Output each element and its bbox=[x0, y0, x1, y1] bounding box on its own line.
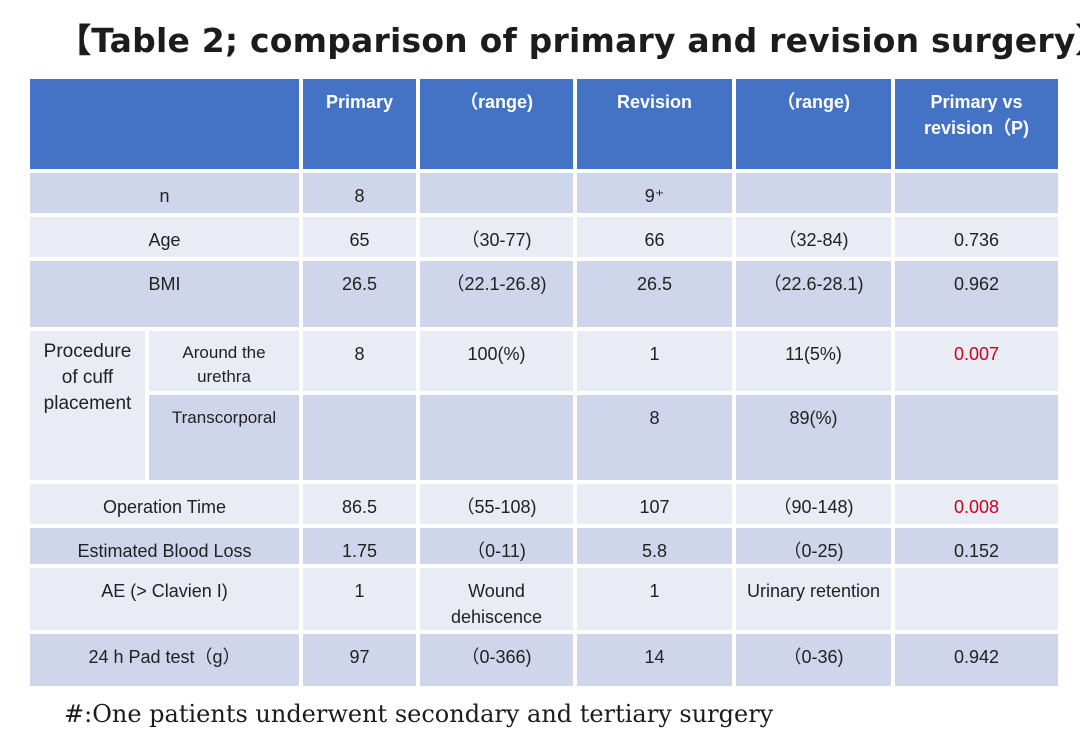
cell-revision: 26.5 bbox=[577, 261, 732, 327]
cell-range-revision: 89(%) bbox=[736, 395, 891, 480]
cell-revision: 9⁺ bbox=[577, 173, 732, 213]
cell-range-revision: （0-25) bbox=[736, 528, 891, 564]
row-label: Operation Time bbox=[30, 484, 299, 524]
cell-range-primary: （0-11) bbox=[420, 528, 573, 564]
header-range-primary: （range) bbox=[420, 79, 573, 169]
cell-primary: 1.75 bbox=[303, 528, 416, 564]
cell-p-value: 0.962 bbox=[895, 261, 1058, 327]
cell-revision: 66 bbox=[577, 217, 732, 257]
cell-range-primary bbox=[420, 173, 573, 213]
cell-revision: 5.8 bbox=[577, 528, 732, 564]
row-sublabel-urethra: Around the urethra bbox=[149, 331, 299, 391]
table-row: Estimated Blood Loss 1.75 （0-11) 5.8 （0-… bbox=[30, 528, 1058, 564]
cell-range-primary: （30-77) bbox=[420, 217, 573, 257]
table-row: AE (> Clavien I) 1 Wound dehiscence 1 Ur… bbox=[30, 568, 1058, 630]
cell-range-revision bbox=[736, 173, 891, 213]
cell-range-revision: Urinary retention bbox=[736, 568, 891, 630]
cell-p-value: 0.008 bbox=[895, 484, 1058, 524]
cell-range-revision: （90-148) bbox=[736, 484, 891, 524]
cell-primary: 8 bbox=[303, 173, 416, 213]
cell-p-value bbox=[895, 173, 1058, 213]
cell-primary: 86.5 bbox=[303, 484, 416, 524]
row-label: BMI bbox=[30, 261, 299, 327]
cell-range-primary: （22.1-26.8) bbox=[420, 261, 573, 327]
cell-range-primary: （55-108) bbox=[420, 484, 573, 524]
table-row: Transcorporal 8 89(%) bbox=[30, 395, 1058, 480]
table-row: Procedure of cuff placement Around the u… bbox=[30, 331, 1058, 480]
cell-primary: 26.5 bbox=[303, 261, 416, 327]
cell-primary: 97 bbox=[303, 634, 416, 686]
procedure-label: Procedure of cuff placement bbox=[30, 331, 145, 480]
cell-p-value bbox=[895, 395, 1058, 480]
cell-range-revision: （32-84) bbox=[736, 217, 891, 257]
footnote: #:One patients underwent secondary and t… bbox=[64, 700, 774, 728]
cell-primary: 1 bbox=[303, 568, 416, 630]
cell-revision: 1 bbox=[577, 331, 732, 391]
cell-primary: 65 bbox=[303, 217, 416, 257]
table-row: 24 h Pad test（g） 97 （0-366) 14 （0-36) 0.… bbox=[30, 634, 1058, 686]
header-revision: Revision bbox=[577, 79, 732, 169]
cell-range-primary: 100(%) bbox=[420, 331, 573, 391]
table-row: Age 65 （30-77) 66 （32-84) 0.736 bbox=[30, 217, 1058, 257]
comparison-table: Primary （range) Revision （range) Primary… bbox=[26, 75, 1062, 690]
table-row: Operation Time 86.5 （55-108) 107 （90-148… bbox=[30, 484, 1058, 524]
cell-p-value: 0.007 bbox=[895, 331, 1058, 391]
row-label: n bbox=[30, 173, 299, 213]
cell-revision: 1 bbox=[577, 568, 732, 630]
header-p-value: Primary vs revision（P) bbox=[895, 79, 1058, 169]
table-row: n 8 9⁺ bbox=[30, 173, 1058, 213]
cell-p-value bbox=[895, 568, 1058, 630]
header-primary: Primary bbox=[303, 79, 416, 169]
table-title: 【Table 2; comparison of primary and revi… bbox=[58, 21, 1080, 60]
cell-p-value: 0.152 bbox=[895, 528, 1058, 564]
row-label: Age bbox=[30, 217, 299, 257]
cell-p-value: 0.736 bbox=[895, 217, 1058, 257]
cell-range-primary bbox=[420, 395, 573, 480]
row-label: 24 h Pad test（g） bbox=[30, 634, 299, 686]
cell-range-primary: （0-366) bbox=[420, 634, 573, 686]
cell-revision: 14 bbox=[577, 634, 732, 686]
table-row: BMI 26.5 （22.1-26.8) 26.5 （22.6-28.1) 0.… bbox=[30, 261, 1058, 327]
cell-revision: 8 bbox=[577, 395, 732, 480]
cell-primary: 8 bbox=[303, 331, 416, 391]
header-blank bbox=[30, 79, 299, 169]
row-label: AE (> Clavien I) bbox=[30, 568, 299, 630]
cell-p-value: 0.942 bbox=[895, 634, 1058, 686]
cell-range-primary: Wound dehiscence bbox=[420, 568, 573, 630]
cell-range-revision: （0-36) bbox=[736, 634, 891, 686]
cell-range-revision: 11(5%) bbox=[736, 331, 891, 391]
cell-range-revision: （22.6-28.1) bbox=[736, 261, 891, 327]
header-row: Primary （range) Revision （range) Primary… bbox=[30, 79, 1058, 169]
cell-primary bbox=[303, 395, 416, 480]
row-label: Estimated Blood Loss bbox=[30, 528, 299, 564]
cell-revision: 107 bbox=[577, 484, 732, 524]
row-sublabel-transcorporal: Transcorporal bbox=[149, 395, 299, 480]
header-range-revision: （range) bbox=[736, 79, 891, 169]
